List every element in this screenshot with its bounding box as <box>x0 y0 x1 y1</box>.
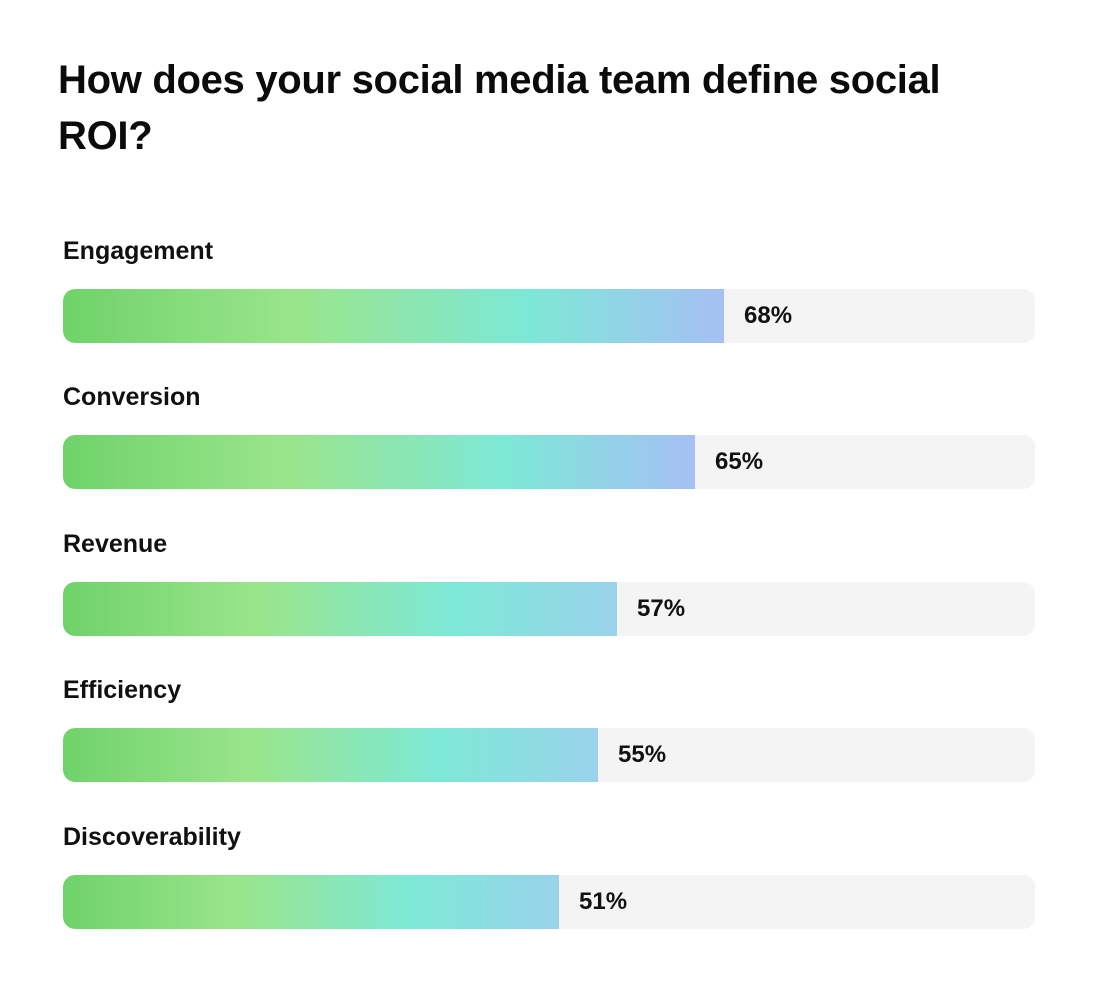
category-label: Conversion <box>63 383 201 411</box>
bar <box>63 728 598 782</box>
category-label: Engagement <box>63 237 214 265</box>
value-label: 51% <box>579 888 628 915</box>
value-label: 68% <box>744 302 793 329</box>
chart-title: How does your social media team define s… <box>58 58 941 158</box>
bar <box>63 875 559 929</box>
value-label: 65% <box>715 448 764 475</box>
bar-track: 65% <box>63 435 1035 489</box>
category-label: Revenue <box>63 530 168 558</box>
category-label: Discoverability <box>63 823 241 851</box>
value-label: 55% <box>618 741 667 768</box>
bar-track: 68% <box>63 289 1035 343</box>
bar-track: 57% <box>63 582 1035 636</box>
bar-track: 51% <box>63 875 1035 929</box>
bar-track: 55% <box>63 728 1035 782</box>
value-label: 57% <box>637 595 686 622</box>
category-label: Efficiency <box>63 676 182 704</box>
bar <box>63 435 695 489</box>
bar <box>63 289 724 343</box>
bar <box>63 582 617 636</box>
